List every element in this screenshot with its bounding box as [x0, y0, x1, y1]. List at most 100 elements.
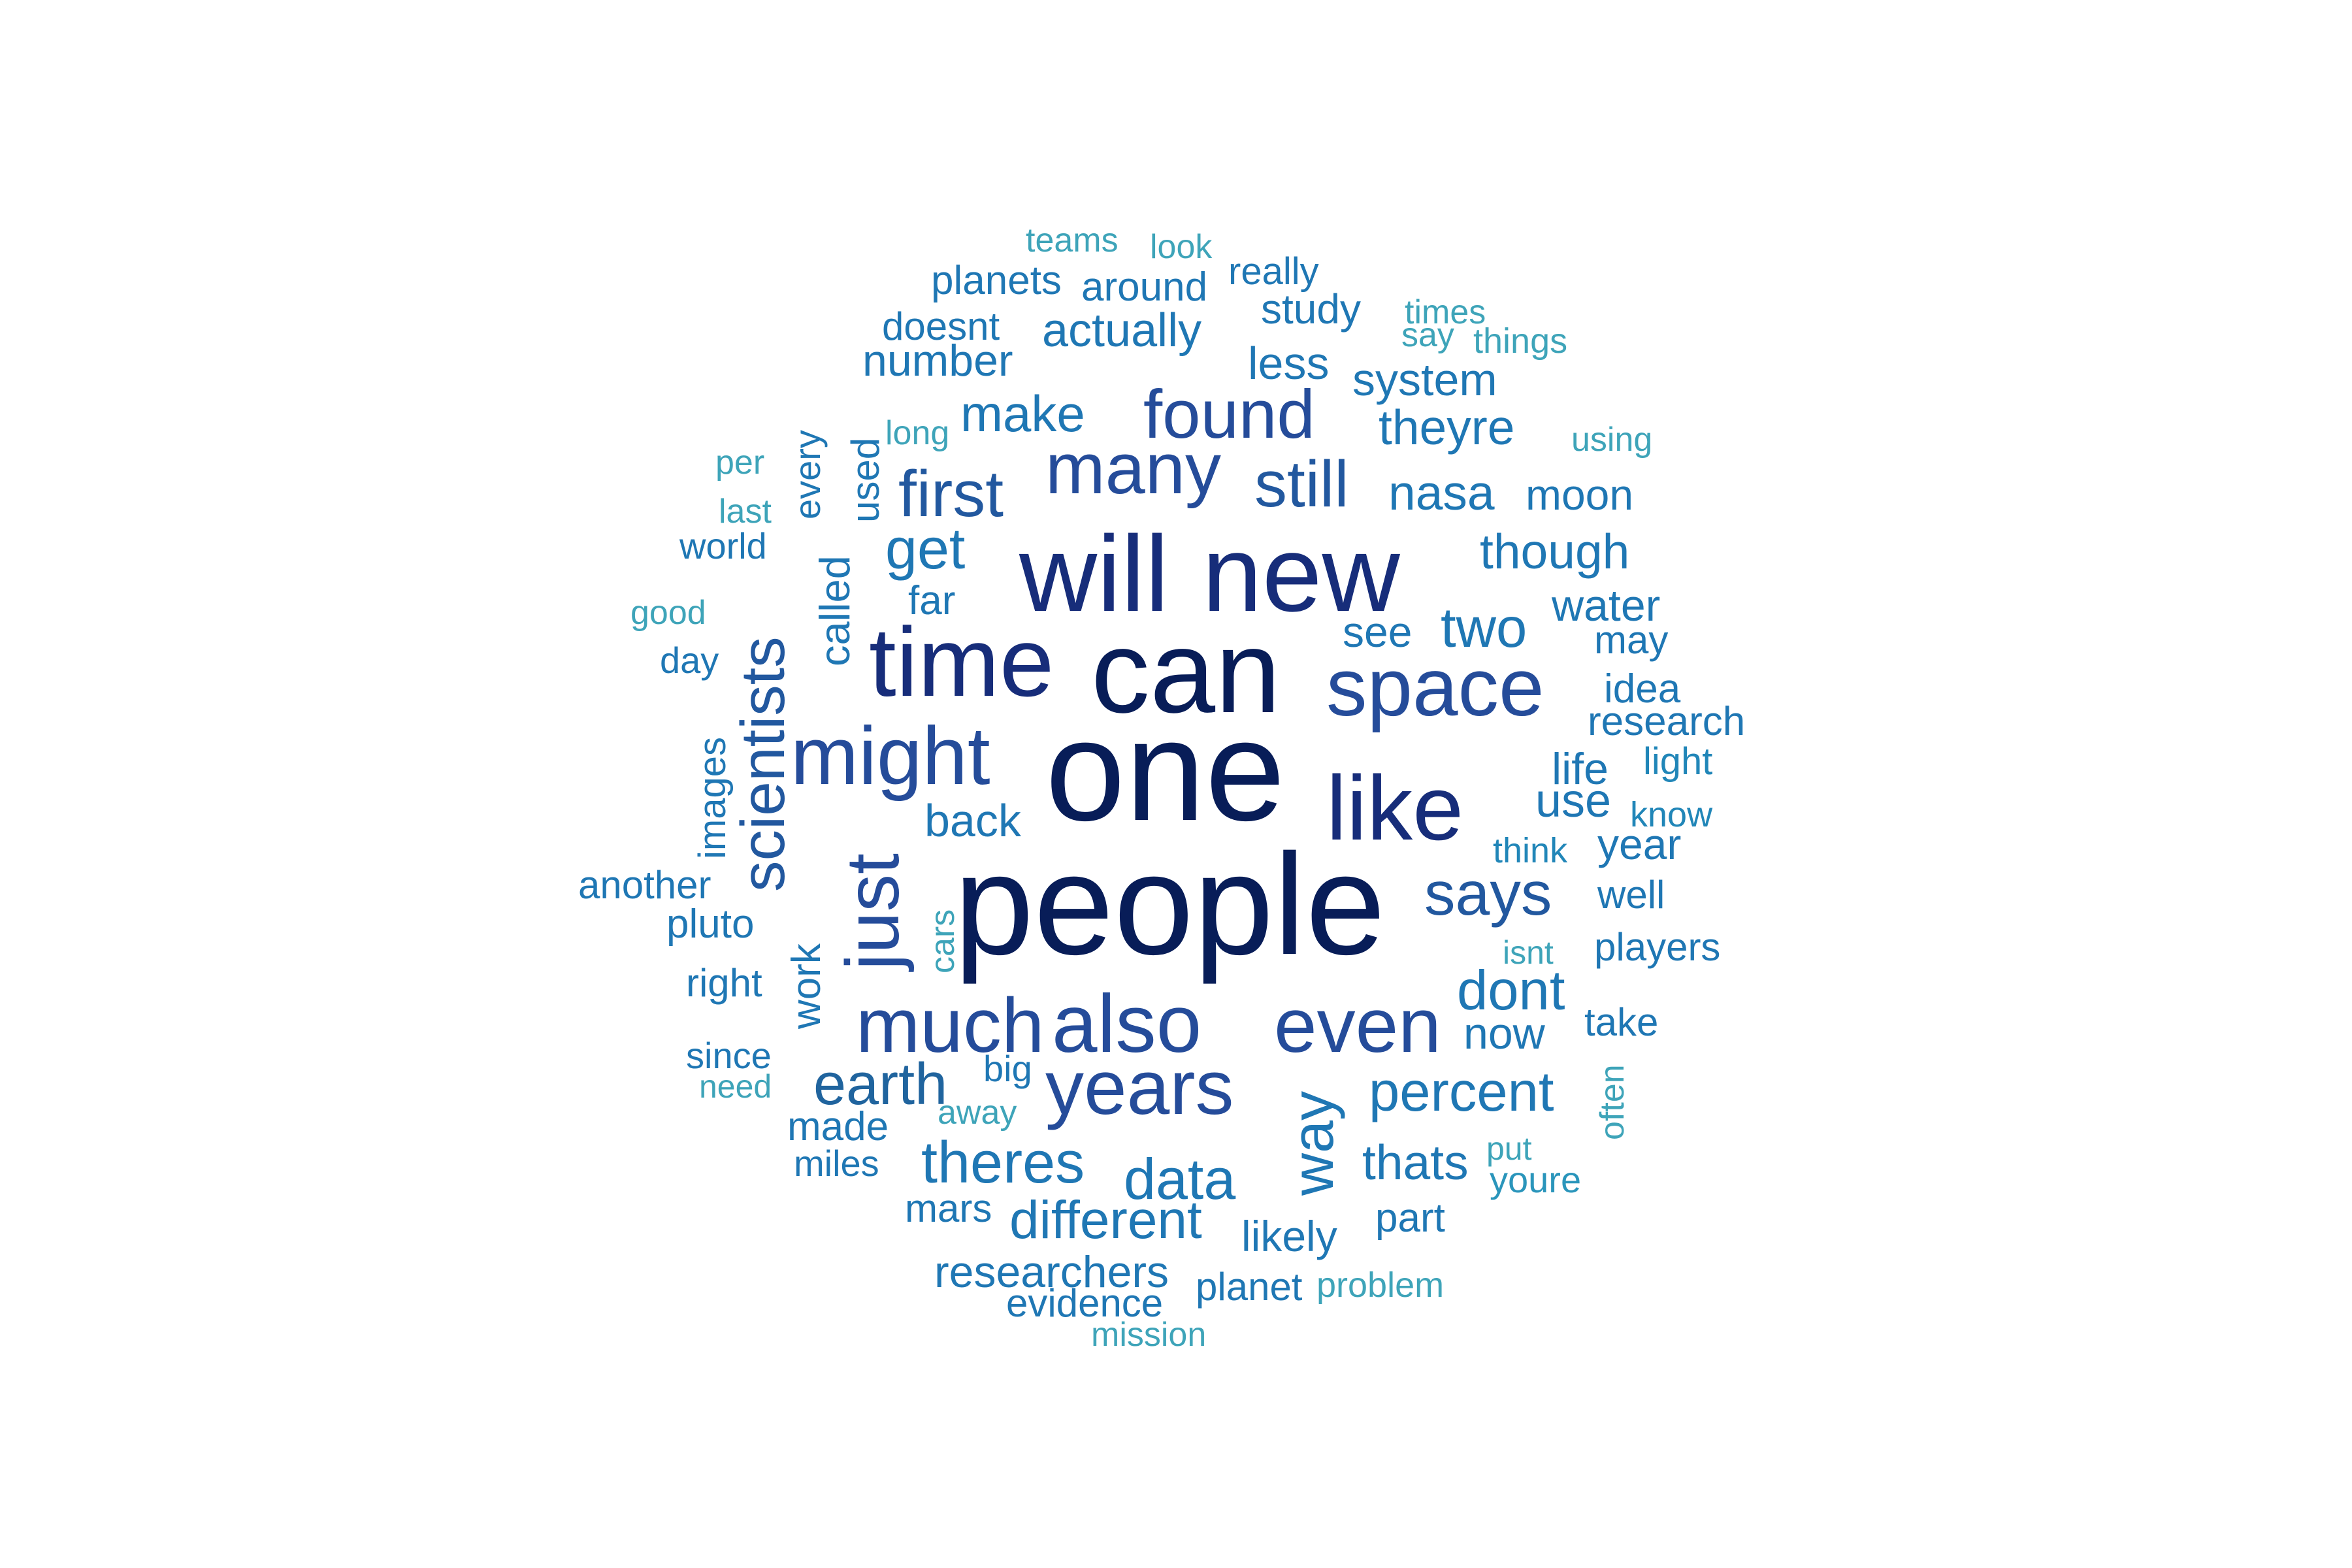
word-things: things	[1473, 321, 1567, 361]
word-know: know	[1630, 795, 1713, 834]
word-images: images	[691, 737, 734, 859]
word-since: since	[686, 1035, 772, 1076]
word-made: made	[787, 1104, 889, 1149]
word-world: world	[679, 525, 767, 566]
word-years: years	[1045, 1045, 1234, 1131]
word-planet: planet	[1196, 1265, 1303, 1309]
word-though: though	[1480, 524, 1629, 579]
word-theyre: theyre	[1379, 400, 1514, 455]
word-research: research	[1588, 699, 1745, 744]
word-new: new	[1202, 514, 1401, 634]
word-moon: moon	[1526, 470, 1633, 519]
word-per: per	[715, 444, 764, 482]
word-can: can	[1091, 606, 1281, 738]
word-study: study	[1261, 286, 1361, 333]
word-space: space	[1326, 642, 1544, 733]
word-nasa: nasa	[1388, 465, 1495, 520]
word-another: another	[578, 863, 711, 907]
word-idea: idea	[1604, 666, 1681, 711]
word-different: different	[1009, 1190, 1202, 1250]
word-every: every	[787, 430, 828, 519]
word-get: get	[885, 516, 965, 581]
word-last: last	[719, 493, 772, 531]
word-long: long	[885, 414, 949, 452]
word-take: take	[1584, 1000, 1658, 1044]
word-may: may	[1594, 618, 1668, 662]
word-like: like	[1326, 757, 1463, 859]
word-life: life	[1552, 744, 1609, 794]
word-one: one	[1045, 690, 1285, 851]
word-work: work	[784, 943, 829, 1030]
word-planets: planets	[931, 258, 1062, 303]
word-isnt: isnt	[1503, 934, 1554, 971]
word-using: using	[1571, 421, 1652, 459]
word-big: big	[983, 1048, 1032, 1089]
word-players: players	[1594, 925, 1720, 969]
word-around: around	[1081, 265, 1207, 310]
word-put: put	[1486, 1130, 1532, 1167]
word-scientists: scientists	[728, 636, 798, 892]
word-says: says	[1424, 859, 1552, 928]
word-good: good	[630, 594, 706, 632]
word-problem: problem	[1316, 1266, 1444, 1305]
word-evidence: evidence	[1006, 1281, 1163, 1325]
word-still: still	[1254, 448, 1348, 521]
word-away: away	[938, 1094, 1017, 1132]
word-make: make	[960, 385, 1085, 442]
word-part: part	[1375, 1196, 1445, 1241]
word-far: far	[908, 578, 955, 623]
word-need: need	[699, 1068, 772, 1105]
word-pluto: pluto	[666, 902, 754, 947]
word-now: now	[1463, 1009, 1546, 1058]
word-researchers: researchers	[934, 1247, 1169, 1297]
word-used: used	[843, 438, 887, 523]
word-might: might	[791, 711, 990, 802]
word-earth: earth	[813, 1052, 947, 1117]
word-teams: teams	[1026, 221, 1119, 259]
word-right: right	[686, 961, 762, 1005]
word-use: use	[1535, 775, 1611, 827]
word-water: water	[1551, 581, 1660, 630]
word-see: see	[1343, 608, 1412, 656]
word-look: look	[1150, 228, 1213, 266]
word-actually: actually	[1042, 304, 1201, 357]
word-first: first	[898, 457, 1004, 531]
word-percent: percent	[1369, 1061, 1554, 1123]
word-theres: theres	[921, 1130, 1085, 1196]
word-dont: dont	[1457, 960, 1565, 1022]
word-also: also	[1052, 979, 1201, 1070]
word-just: just	[831, 853, 915, 972]
word-often: often	[1593, 1064, 1631, 1140]
word-thats: thats	[1362, 1135, 1469, 1190]
word-mission: mission	[1091, 1316, 1206, 1354]
word-less: less	[1248, 338, 1329, 389]
word-even: even	[1274, 983, 1441, 1069]
word-much: much	[856, 983, 1045, 1069]
word-way: way	[1281, 1091, 1346, 1196]
word-will: will	[1019, 514, 1169, 634]
word-called: called	[811, 555, 858, 666]
word-time: time	[869, 607, 1054, 717]
word-miles: miles	[794, 1143, 879, 1184]
word-day: day	[660, 640, 719, 681]
word-mars: mars	[905, 1186, 992, 1230]
word-found: found	[1143, 376, 1315, 453]
word-well: well	[1597, 873, 1665, 917]
word-people: people	[954, 824, 1386, 985]
word-think: think	[1493, 831, 1568, 870]
word-light: light	[1643, 740, 1712, 783]
word-doesnt: doesnt	[882, 304, 1000, 348]
word-back: back	[924, 795, 1022, 846]
word-two: two	[1441, 597, 1527, 659]
word-cars: cars	[924, 909, 962, 973]
word-year: year	[1597, 820, 1681, 868]
word-say: say	[1401, 316, 1454, 354]
word-likely: likely	[1241, 1212, 1337, 1260]
word-system: system	[1352, 354, 1497, 405]
word-data: data	[1124, 1147, 1235, 1211]
word-times: times	[1405, 293, 1486, 331]
word-many: many	[1045, 429, 1221, 509]
word-youre: youre	[1490, 1159, 1581, 1200]
word-really: really	[1228, 250, 1319, 293]
